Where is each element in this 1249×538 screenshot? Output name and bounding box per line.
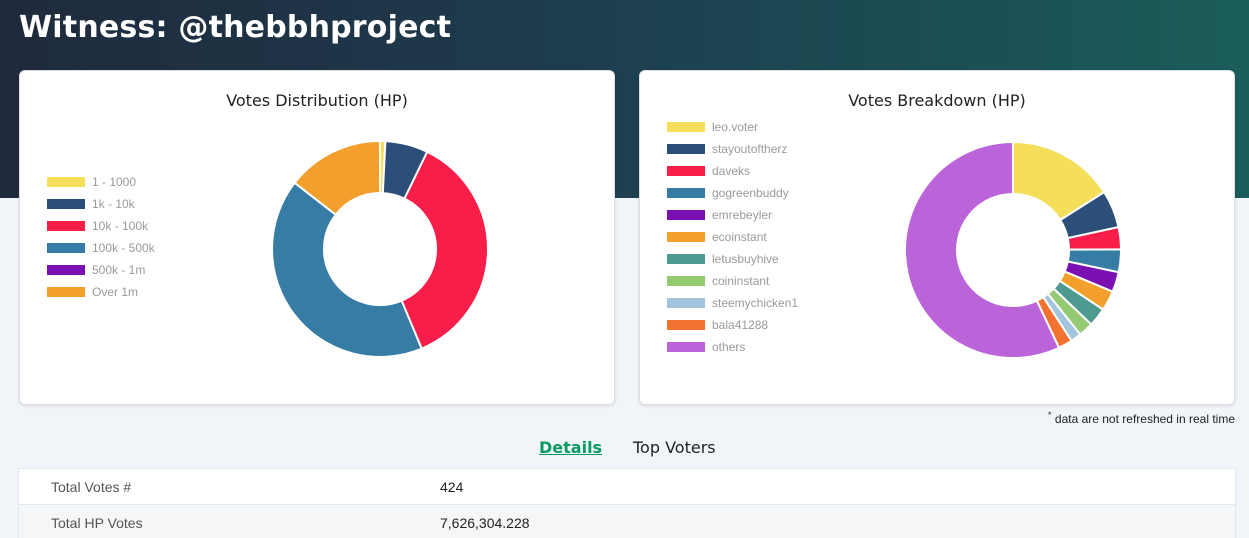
votes-breakdown-donut bbox=[904, 140, 1123, 359]
legend-item-10k-100k[interactable]: 10k - 100k bbox=[47, 215, 155, 237]
legend-swatch bbox=[47, 177, 85, 187]
slice-over-1m[interactable] bbox=[293, 139, 381, 217]
legend-item-daveks[interactable]: daveks bbox=[667, 160, 798, 182]
chart-title: Votes Breakdown (HP) bbox=[848, 91, 1026, 110]
slice-10k-100k[interactable] bbox=[400, 150, 489, 350]
details-table: Total Votes # 424 Total HP Votes 7,626,3… bbox=[18, 468, 1236, 538]
legend-swatch bbox=[47, 287, 85, 297]
slice-100k-500k[interactable] bbox=[271, 181, 423, 358]
votes-distribution-donut bbox=[271, 139, 489, 358]
legend-item-over-1m[interactable]: Over 1m bbox=[47, 281, 155, 303]
refresh-note-text: data are not refreshed in real time bbox=[1054, 412, 1235, 426]
chart-legend: leo.voter stayoutoftherz daveks gogreenbudd… bbox=[667, 116, 798, 358]
total-votes-label: Total Votes # bbox=[51, 478, 132, 495]
legend-item-1-1000[interactable]: 1 - 1000 bbox=[47, 171, 155, 193]
page-title: Witness: @thebbhproject bbox=[19, 10, 452, 45]
legend-label: coininstant bbox=[712, 274, 770, 288]
votes-breakdown-card: Votes Breakdown (HP) leo.voter stayoutoft… bbox=[639, 70, 1235, 405]
legend-label: 10k - 100k bbox=[92, 219, 149, 233]
legend-label: stayoutoftherz bbox=[712, 142, 788, 156]
legend-swatch bbox=[47, 265, 85, 275]
slice-others[interactable] bbox=[904, 140, 1061, 359]
legend-item-ecoinstant[interactable]: ecoinstant bbox=[667, 226, 798, 248]
legend-label: gogreenbuddy bbox=[712, 186, 789, 200]
legend-item-steemychicken1[interactable]: steemychicken1 bbox=[667, 292, 798, 314]
refresh-note: * data are not refreshed in real time bbox=[1048, 410, 1235, 426]
legend-swatch bbox=[47, 221, 85, 231]
legend-swatch bbox=[47, 199, 85, 209]
table-row: Total HP Votes 7,626,304.228 bbox=[18, 505, 1236, 538]
legend-label: leo.voter bbox=[712, 120, 759, 134]
legend-label: ecoinstant bbox=[712, 230, 767, 244]
table-row: Total Votes # 424 bbox=[18, 468, 1236, 505]
legend-swatch bbox=[47, 243, 85, 253]
legend-item-100k-500k[interactable]: 100k - 500k bbox=[47, 237, 155, 259]
legend-swatch bbox=[667, 298, 705, 308]
legend-swatch bbox=[667, 166, 705, 176]
legend-label: Over 1m bbox=[92, 285, 139, 299]
legend-swatch bbox=[667, 276, 705, 286]
legend-item-coininstant[interactable]: coininstant bbox=[667, 270, 798, 292]
legend-label: 100k - 500k bbox=[92, 241, 155, 255]
legend-item-others[interactable]: others bbox=[667, 336, 798, 358]
legend-label: bala41288 bbox=[712, 318, 769, 332]
legend-item-letusbuyhive[interactable]: letusbuyhive bbox=[667, 248, 798, 270]
legend-label: others bbox=[712, 340, 746, 354]
chart-legend: 1 - 1000 1k - 10k 10k - 100k 100k - 500k 500… bbox=[47, 171, 155, 303]
legend-swatch bbox=[667, 144, 705, 154]
legend-label: letusbuyhive bbox=[712, 252, 779, 266]
legend-label: 1k - 10k bbox=[92, 197, 135, 211]
legend-swatch bbox=[667, 342, 705, 352]
legend-item-gogreenbuddy[interactable]: gogreenbuddy bbox=[667, 182, 798, 204]
legend-swatch bbox=[667, 210, 705, 220]
legend-item-1k-10k[interactable]: 1k - 10k bbox=[47, 193, 155, 215]
tab-top-voters[interactable]: Top Voters bbox=[633, 438, 716, 457]
legend-label: daveks bbox=[712, 164, 751, 178]
chart-title: Votes Distribution (HP) bbox=[226, 91, 408, 110]
legend-label: 500k - 1m bbox=[92, 263, 146, 277]
legend-item-500k-1m[interactable]: 500k - 1m bbox=[47, 259, 155, 281]
legend-label: emrebeyler bbox=[712, 208, 773, 222]
legend-item-stayoutoftherz[interactable]: stayoutoftherz bbox=[667, 138, 798, 160]
total-votes-value: 424 bbox=[440, 478, 464, 495]
legend-label: steemychicken1 bbox=[712, 296, 799, 310]
legend-item-bala41288[interactable]: bala41288 bbox=[667, 314, 798, 336]
votes-distribution-card: Votes Distribution (HP) 1 - 1000 1k - 10k… bbox=[19, 70, 615, 405]
legend-item-leo-voter[interactable]: leo.voter bbox=[667, 116, 798, 138]
legend-swatch bbox=[667, 188, 705, 198]
legend-swatch bbox=[667, 254, 705, 264]
legend-swatch bbox=[667, 122, 705, 132]
legend-label: 1 - 1000 bbox=[92, 175, 137, 189]
legend-swatch bbox=[667, 320, 705, 330]
legend-swatch bbox=[667, 232, 705, 242]
total-hp-votes-label: Total HP Votes bbox=[51, 515, 143, 531]
total-hp-votes-value: 7,626,304.228 bbox=[440, 515, 530, 531]
tabs: Details Top Voters bbox=[0, 438, 1249, 460]
legend-item-emrebeyler[interactable]: emrebeyler bbox=[667, 204, 798, 226]
tab-details[interactable]: Details bbox=[539, 438, 603, 457]
